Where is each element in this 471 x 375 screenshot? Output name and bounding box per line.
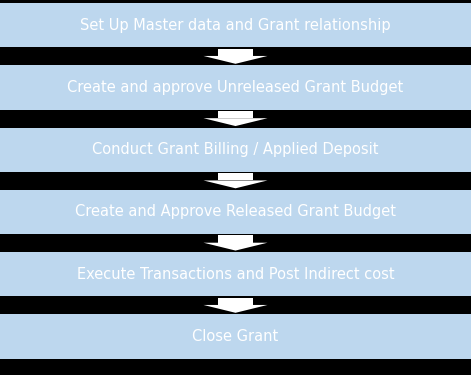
- Polygon shape: [203, 243, 268, 250]
- Text: Close Grant: Close Grant: [192, 329, 279, 344]
- Polygon shape: [218, 236, 253, 243]
- Polygon shape: [203, 180, 268, 188]
- Text: Execute Transactions and Post Indirect cost: Execute Transactions and Post Indirect c…: [77, 267, 394, 282]
- Text: Conduct Grant Billing / Applied Deposit: Conduct Grant Billing / Applied Deposit: [92, 142, 379, 157]
- Polygon shape: [218, 173, 253, 180]
- Text: Create and approve Unreleased Grant Budget: Create and approve Unreleased Grant Budg…: [67, 80, 404, 95]
- FancyBboxPatch shape: [0, 3, 471, 47]
- Polygon shape: [203, 118, 268, 126]
- FancyBboxPatch shape: [0, 190, 471, 234]
- Polygon shape: [203, 56, 268, 64]
- Polygon shape: [203, 305, 268, 313]
- Polygon shape: [218, 111, 253, 118]
- FancyBboxPatch shape: [0, 128, 471, 172]
- Polygon shape: [218, 49, 253, 56]
- Polygon shape: [218, 298, 253, 305]
- FancyBboxPatch shape: [0, 252, 471, 296]
- FancyBboxPatch shape: [0, 314, 471, 358]
- Text: Set Up Master data and Grant relationship: Set Up Master data and Grant relationshi…: [80, 18, 391, 33]
- FancyBboxPatch shape: [0, 65, 471, 110]
- Text: Create and Approve Released Grant Budget: Create and Approve Released Grant Budget: [75, 204, 396, 219]
